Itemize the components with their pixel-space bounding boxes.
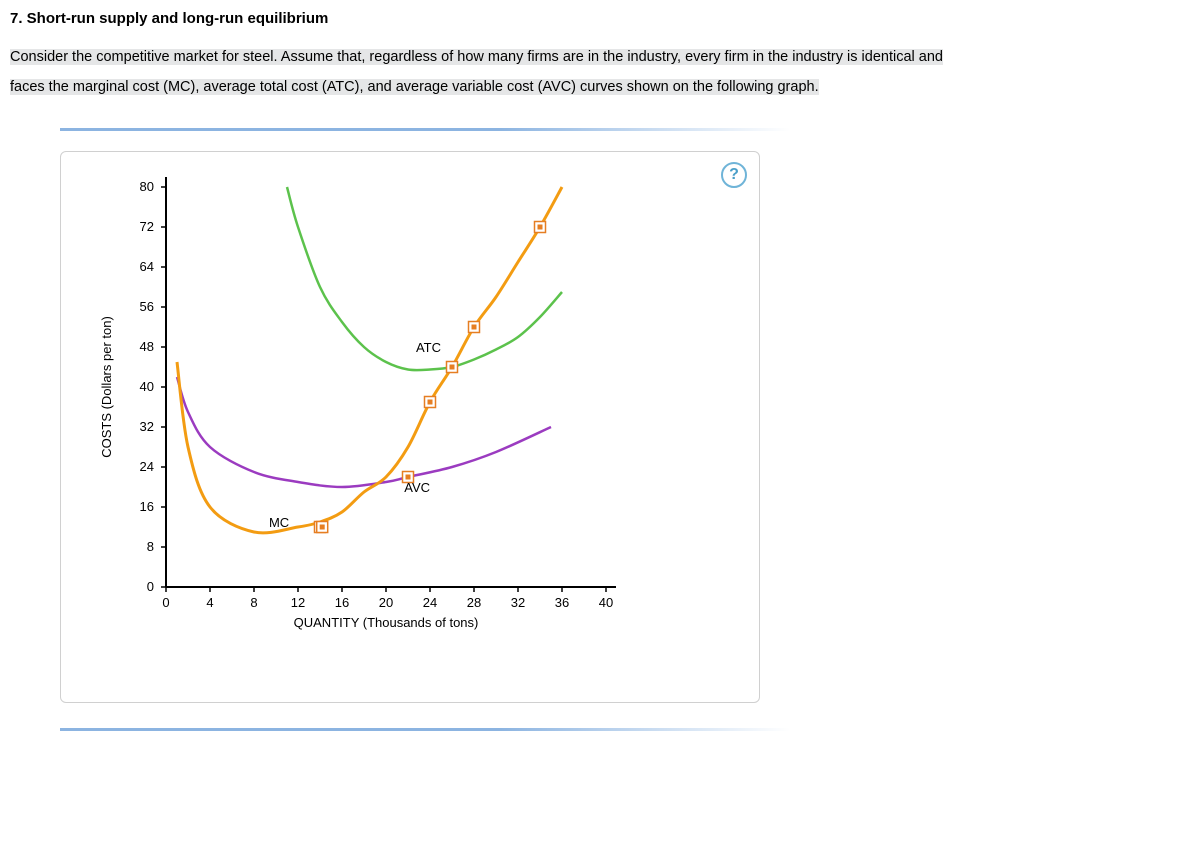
question-heading: 7. Short-run supply and long-run equilib… — [10, 10, 1190, 27]
svg-text:4: 4 — [206, 595, 213, 610]
svg-text:32: 32 — [511, 595, 525, 610]
divider-bottom — [60, 728, 790, 731]
svg-text:AVC: AVC — [404, 480, 430, 495]
svg-text:0: 0 — [147, 579, 154, 594]
svg-text:72: 72 — [140, 219, 154, 234]
chart-panel: ? 08162432404856647280048121620242832364… — [60, 151, 760, 703]
svg-text:36: 36 — [555, 595, 569, 610]
svg-text:48: 48 — [140, 339, 154, 354]
svg-text:QUANTITY (Thousands of tons): QUANTITY (Thousands of tons) — [294, 615, 479, 630]
svg-text:64: 64 — [140, 259, 154, 274]
svg-text:40: 40 — [140, 379, 154, 394]
svg-text:8: 8 — [250, 595, 257, 610]
svg-text:8: 8 — [147, 539, 154, 554]
divider-top — [60, 128, 790, 131]
svg-text:56: 56 — [140, 299, 154, 314]
svg-text:COSTS (Dollars per ton): COSTS (Dollars per ton) — [99, 316, 114, 458]
svg-text:16: 16 — [140, 499, 154, 514]
svg-text:24: 24 — [423, 595, 437, 610]
help-button[interactable]: ? — [721, 162, 747, 188]
page-root: 7. Short-run supply and long-run equilib… — [0, 0, 1200, 846]
svg-text:12: 12 — [291, 595, 305, 610]
svg-text:0: 0 — [162, 595, 169, 610]
svg-text:MC: MC — [269, 515, 289, 530]
question-paragraph: Consider the competitive market for stee… — [10, 42, 1190, 103]
svg-text:28: 28 — [467, 595, 481, 610]
svg-text:32: 32 — [140, 419, 154, 434]
svg-text:24: 24 — [140, 459, 154, 474]
svg-text:ATC: ATC — [416, 340, 441, 355]
svg-text:20: 20 — [379, 595, 393, 610]
highlight-line-1: Consider the competitive market for stee… — [10, 49, 943, 65]
svg-text:80: 80 — [140, 179, 154, 194]
svg-text:16: 16 — [335, 595, 349, 610]
highlight-line-2: faces the marginal cost (MC), average to… — [10, 79, 819, 95]
svg-text:40: 40 — [599, 595, 613, 610]
cost-curves-chart: 081624324048566472800481216202428323640Q… — [76, 167, 636, 687]
